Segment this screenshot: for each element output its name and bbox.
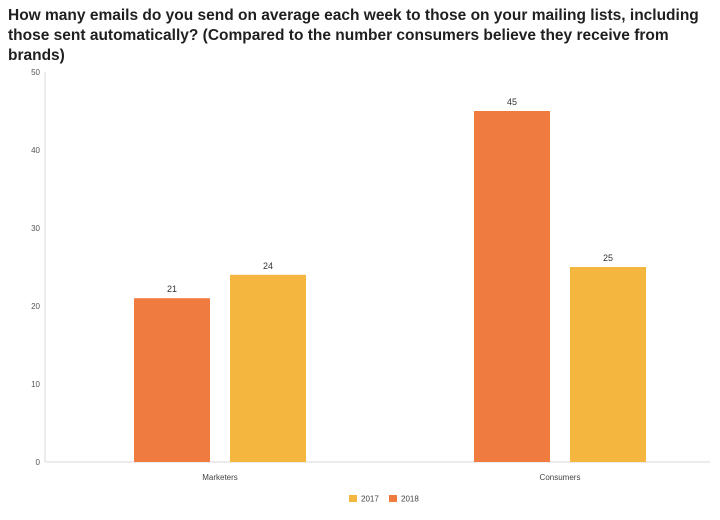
y-tick-label: 10 xyxy=(31,380,40,389)
x-tick-label: Marketers xyxy=(202,473,238,482)
bar-value-label: 24 xyxy=(263,261,273,271)
legend-swatch-2017 xyxy=(349,495,357,502)
legend-label: 2018 xyxy=(401,495,419,504)
bar-marketers-2018 xyxy=(134,298,210,462)
bar-value-labels: 21 24 45 25 xyxy=(167,97,613,294)
y-tick-label: 30 xyxy=(31,224,40,233)
bar-consumers-2018 xyxy=(474,111,550,462)
bar-value-label: 45 xyxy=(507,97,517,107)
legend: 2017 2018 xyxy=(349,495,419,504)
bar-consumers-2017 xyxy=(570,267,646,462)
y-tick-label: 50 xyxy=(31,68,40,77)
chart-title: How many emails do you send on average e… xyxy=(8,7,699,64)
bar-value-label: 21 xyxy=(167,284,177,294)
y-tick-label: 0 xyxy=(36,458,41,467)
bar-marketers-2017 xyxy=(230,274,306,462)
y-tick-label: 20 xyxy=(31,302,40,311)
y-tick-labels: 0 10 20 30 40 50 xyxy=(31,68,40,467)
bars xyxy=(134,111,646,462)
y-tick-label: 40 xyxy=(31,146,40,155)
x-tick-label: Consumers xyxy=(540,473,581,482)
legend-label: 2017 xyxy=(361,495,379,504)
bar-value-label: 25 xyxy=(603,253,613,263)
x-tick-labels: Marketers Consumers xyxy=(202,473,580,482)
legend-swatch-2018 xyxy=(389,495,397,502)
